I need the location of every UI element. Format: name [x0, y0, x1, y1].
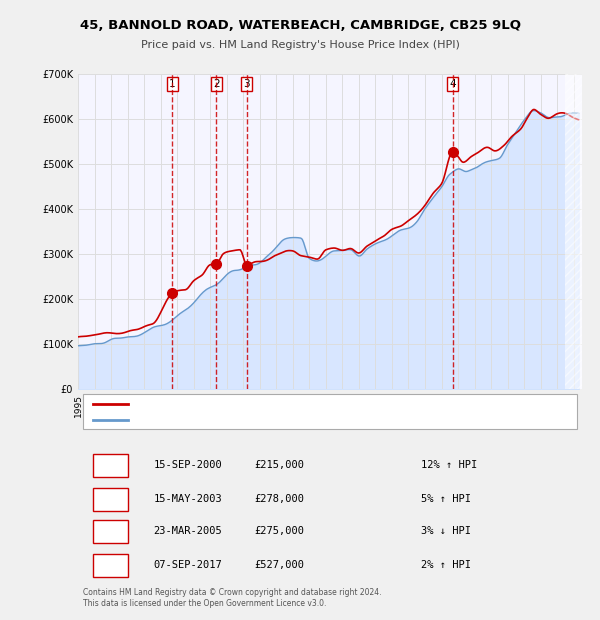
Text: Price paid vs. HM Land Registry's House Price Index (HPI): Price paid vs. HM Land Registry's House … — [140, 40, 460, 50]
Text: Contains HM Land Registry data © Crown copyright and database right 2024.: Contains HM Land Registry data © Crown c… — [83, 588, 382, 597]
Text: 4: 4 — [449, 79, 456, 89]
FancyBboxPatch shape — [93, 520, 128, 543]
Text: 07-SEP-2017: 07-SEP-2017 — [154, 560, 223, 570]
Text: 1: 1 — [107, 459, 114, 470]
Text: 15-SEP-2000: 15-SEP-2000 — [154, 459, 223, 470]
FancyBboxPatch shape — [93, 454, 128, 477]
Text: 2% ↑ HPI: 2% ↑ HPI — [421, 560, 471, 570]
Text: 3: 3 — [244, 79, 250, 89]
Text: £527,000: £527,000 — [255, 560, 305, 570]
Text: £278,000: £278,000 — [255, 494, 305, 503]
FancyBboxPatch shape — [93, 487, 128, 510]
Text: £275,000: £275,000 — [255, 526, 305, 536]
Text: This data is licensed under the Open Government Licence v3.0.: This data is licensed under the Open Gov… — [83, 599, 326, 608]
FancyBboxPatch shape — [93, 554, 128, 577]
Text: 1: 1 — [169, 79, 176, 89]
Text: 45, BANNOLD ROAD, WATERBEACH, CAMBRIDGE, CB25 9LQ: 45, BANNOLD ROAD, WATERBEACH, CAMBRIDGE,… — [79, 19, 521, 32]
Text: 12% ↑ HPI: 12% ↑ HPI — [421, 459, 477, 470]
Text: 2: 2 — [213, 79, 220, 89]
Text: 23-MAR-2005: 23-MAR-2005 — [154, 526, 223, 536]
Text: £215,000: £215,000 — [255, 459, 305, 470]
Text: 4: 4 — [107, 560, 115, 570]
Text: 45, BANNOLD ROAD, WATERBEACH, CAMBRIDGE, CB25 9LQ (detached house): 45, BANNOLD ROAD, WATERBEACH, CAMBRIDGE,… — [139, 399, 490, 408]
Bar — [565, 74, 582, 389]
Text: 3% ↓ HPI: 3% ↓ HPI — [421, 526, 471, 536]
Text: 5% ↑ HPI: 5% ↑ HPI — [421, 494, 471, 503]
Text: 3: 3 — [107, 526, 114, 536]
Text: HPI: Average price, detached house, South Cambridgeshire: HPI: Average price, detached house, Sout… — [139, 415, 407, 425]
Text: 15-MAY-2003: 15-MAY-2003 — [154, 494, 223, 503]
Text: 2: 2 — [107, 494, 115, 503]
FancyBboxPatch shape — [83, 394, 577, 429]
